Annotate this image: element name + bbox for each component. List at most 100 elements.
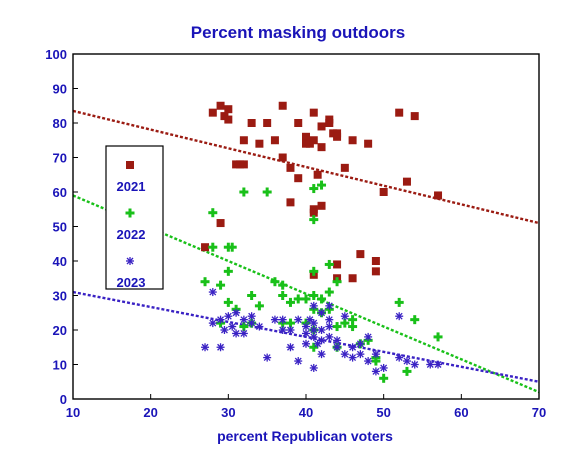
data-point-2022 — [285, 318, 295, 328]
data-point-2021 — [364, 139, 373, 148]
data-point-2023 — [278, 315, 287, 324]
data-point-2023 — [255, 322, 264, 331]
legend-marker-2023 — [126, 257, 134, 265]
data-point-2023 — [309, 319, 318, 328]
data-point-2022 — [309, 342, 319, 352]
data-point-2023 — [426, 360, 435, 369]
y-axis: 0 10 20 30 40 50 60 70 80 90 100 — [45, 47, 78, 407]
data-point-2021 — [333, 132, 342, 141]
data-point-2021 — [402, 177, 411, 186]
x-tick-label: 10 — [66, 405, 80, 420]
data-point-2023 — [201, 343, 210, 352]
data-point-2022 — [301, 294, 311, 304]
data-point-2021 — [201, 243, 210, 252]
data-point-2021 — [239, 160, 248, 169]
data-point-2021 — [208, 108, 217, 117]
data-point-2022 — [278, 291, 288, 300]
data-point-2022 — [394, 297, 404, 307]
data-point-2021 — [294, 119, 303, 127]
data-point-2021 — [371, 257, 380, 265]
data-point-2022 — [348, 322, 358, 332]
data-point-2023 — [395, 353, 404, 362]
data-point-2023 — [294, 357, 303, 366]
data-point-2023 — [208, 288, 217, 297]
data-point-2023 — [270, 315, 279, 324]
data-point-2021 — [239, 136, 248, 145]
data-point-2021 — [313, 170, 322, 179]
data-point-2023 — [208, 319, 217, 328]
data-point-2022 — [247, 291, 257, 300]
y-tick-label: 90 — [53, 82, 67, 97]
data-point-2021 — [302, 132, 310, 141]
data-point-2022 — [402, 366, 412, 376]
data-point-2022 — [293, 294, 303, 304]
data-point-2022 — [239, 322, 249, 332]
data-point-2022 — [270, 277, 280, 287]
data-point-2022 — [239, 187, 249, 197]
data-point-2023 — [317, 308, 326, 317]
data-point-2022 — [379, 373, 389, 383]
data-point-2022 — [200, 277, 210, 287]
data-point-2023 — [356, 339, 365, 348]
data-point-2023 — [317, 350, 326, 359]
data-point-2022 — [317, 180, 327, 190]
data-point-2023 — [313, 339, 322, 348]
data-point-2021 — [317, 143, 326, 152]
data-point-2023 — [348, 353, 357, 362]
data-point-2022 — [317, 294, 327, 304]
legend-marker-2021 — [126, 161, 134, 169]
data-point-2023 — [239, 315, 248, 324]
data-point-2023 — [302, 329, 310, 338]
data-point-2023 — [410, 360, 419, 369]
x-tick-label: 60 — [454, 405, 468, 420]
data-point-2023 — [379, 363, 388, 372]
data-point-2021 — [216, 101, 225, 110]
data-point-2023 — [216, 315, 225, 324]
data-point-2023 — [232, 308, 241, 317]
data-point-2023 — [333, 336, 342, 345]
data-point-2021 — [309, 208, 318, 217]
x-tick-label: 70 — [532, 405, 546, 420]
data-point-2023 — [309, 326, 318, 334]
y-tick-label: 20 — [53, 323, 67, 338]
data-point-2022 — [254, 301, 264, 311]
data-point-2023 — [325, 301, 334, 310]
data-point-2023 — [371, 367, 380, 376]
data-point-2021 — [247, 119, 256, 127]
data-point-2022 — [309, 266, 319, 276]
data-point-2023 — [232, 329, 241, 338]
data-point-2023 — [239, 329, 248, 338]
data-point-2023 — [325, 315, 334, 324]
data-point-2022 — [208, 242, 218, 252]
x-tick-label: 40 — [299, 405, 313, 420]
data-point-2022 — [223, 266, 233, 276]
data-point-2023 — [309, 301, 318, 310]
legend-label-2022: 2022 — [117, 227, 146, 242]
trendline-2022 — [72, 194, 540, 394]
x-tick-label: 20 — [143, 405, 157, 420]
legend-label-2021: 2021 — [117, 179, 146, 194]
data-point-2023 — [224, 312, 233, 321]
data-point-2022 — [227, 242, 237, 252]
data-point-2021 — [286, 198, 295, 207]
y-tick-label: 60 — [53, 185, 67, 200]
data-point-2021 — [263, 119, 272, 127]
data-point-2021 — [371, 267, 380, 276]
data-point-2021 — [224, 105, 233, 114]
data-point-2022 — [324, 259, 334, 269]
x-axis: 10 20 30 40 50 60 70 — [66, 394, 546, 420]
data-point-2021 — [356, 250, 365, 259]
data-point-2021 — [434, 191, 443, 200]
data-point-2023 — [263, 353, 272, 362]
data-point-2023 — [302, 322, 310, 331]
data-point-2023 — [309, 363, 318, 372]
data-point-2022 — [262, 187, 272, 197]
data-point-2021 — [278, 101, 287, 110]
data-point-2023 — [325, 332, 334, 341]
data-point-2022 — [348, 315, 358, 325]
data-point-2021 — [270, 136, 279, 145]
data-point-2021 — [278, 153, 287, 162]
data-point-2023 — [247, 319, 256, 328]
data-point-2022 — [208, 208, 218, 218]
